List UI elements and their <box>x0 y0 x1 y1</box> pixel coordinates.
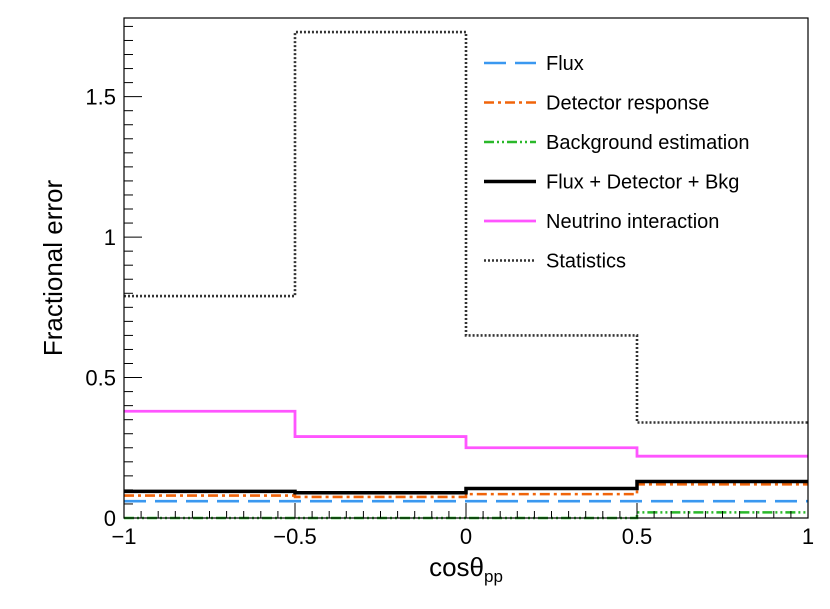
legend-label-neutrino: Neutrino interaction <box>546 211 719 233</box>
x-tick-label: −1 <box>111 524 136 549</box>
legend-label-detector: Detector response <box>546 93 709 115</box>
x-axis-label: cosθpp <box>429 552 503 586</box>
legend-label-statistics: Statistics <box>546 251 626 273</box>
x-axis-label-main: cosθ <box>429 552 484 582</box>
y-axis-label: Fractional error <box>38 180 68 357</box>
x-axis-label-subscript: pp <box>484 567 503 586</box>
x-tick-label: −0.5 <box>273 524 316 549</box>
y-tick-label: 1 <box>104 225 116 250</box>
series-line-combined <box>124 479 808 495</box>
series-line-neutrino <box>124 409 808 458</box>
legend-label-background: Background estimation <box>546 132 749 154</box>
y-tick-label: 1.5 <box>85 85 116 110</box>
axis-ticks: −1 −0.5 0 0.5 1 0 0.5 1 1.5 <box>85 25 814 549</box>
y-tick-label: 0.5 <box>85 366 116 391</box>
legend: Flux Detector response Background estimati… <box>484 53 749 273</box>
legend-label-combined: Flux + Detector + Bkg <box>546 172 739 194</box>
x-tick-label: 0 <box>460 524 472 549</box>
y-tick-label: 0 <box>104 506 116 531</box>
legend-label-flux: Flux <box>546 53 584 75</box>
x-tick-label: 1 <box>802 524 814 549</box>
x-tick-label: 0.5 <box>622 524 653 549</box>
series-line-statistics <box>124 30 808 424</box>
